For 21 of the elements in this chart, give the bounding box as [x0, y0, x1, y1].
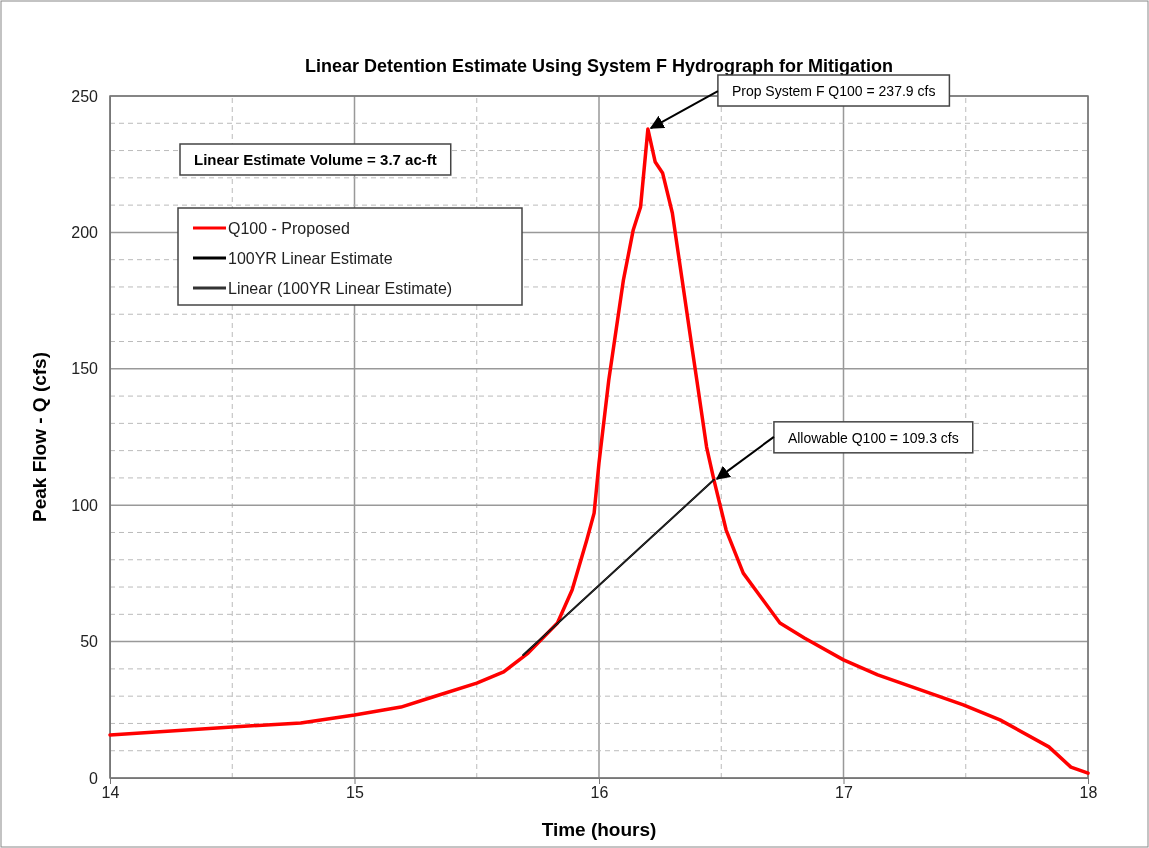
x-tick-label: 17 — [835, 784, 853, 802]
x-tick-label: 18 — [1079, 784, 1098, 802]
chart-title: Linear Detention Estimate Using System F Hydrograph for Mitigation — [304, 56, 894, 76]
y-tick-label: 50 — [80, 633, 99, 651]
y-tick-label: 100 — [71, 496, 99, 514]
y-tick-label: 200 — [71, 224, 99, 242]
x-tick-label: 16 — [590, 784, 609, 802]
legend-label: Q100 - Proposed — [228, 220, 350, 237]
x-axis-title: Time (hours) — [541, 819, 657, 840]
y-tick-label: 0 — [89, 769, 99, 787]
x-tick-label: 14 — [101, 784, 120, 802]
annotation: Prop System F Q100 = 237.9 cfs — [731, 83, 936, 100]
legend-label: 100YR Linear Estimate — [228, 250, 393, 267]
y-axis-title: Peak Flow - Q (cfs) — [29, 352, 50, 522]
annotation: Linear Estimate Volume = 3.7 ac-ft — [194, 151, 437, 168]
y-tick-label: 250 — [71, 87, 99, 105]
x-tick-label: 15 — [346, 784, 364, 802]
line-series — [108, 127, 1090, 775]
y-tick-label: 150 — [71, 360, 99, 378]
annotation: Allowable Q100 = 109.3 cfs — [787, 429, 959, 446]
legend-label: Linear (100YR Linear Estimate) — [228, 280, 453, 297]
